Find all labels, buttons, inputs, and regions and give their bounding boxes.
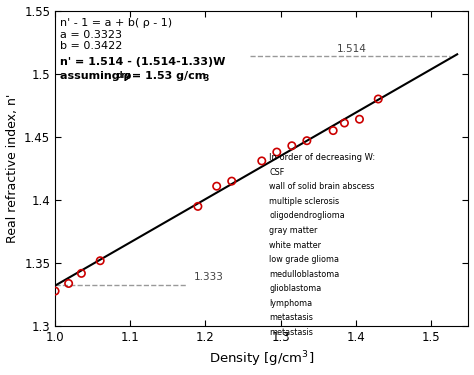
Text: metastasis: metastasis: [269, 328, 313, 337]
Text: 3: 3: [203, 74, 209, 83]
Point: [356, 116, 363, 122]
Point: [96, 258, 104, 264]
Text: lymphoma: lymphoma: [269, 298, 312, 307]
Point: [51, 288, 59, 294]
Point: [78, 270, 85, 276]
Text: medulloblastoma: medulloblastoma: [269, 270, 339, 279]
Point: [341, 120, 348, 126]
Text: a = 0.3323: a = 0.3323: [60, 30, 122, 39]
Point: [273, 149, 281, 155]
Text: 1.333: 1.333: [194, 272, 224, 282]
X-axis label: Density [g/cm$^3$]: Density [g/cm$^3$]: [209, 350, 314, 369]
Text: low grade glioma: low grade glioma: [269, 255, 339, 264]
Point: [374, 96, 382, 102]
Text: glioblastoma: glioblastoma: [269, 284, 321, 293]
Point: [228, 178, 236, 184]
Text: 1.514: 1.514: [337, 44, 367, 54]
Text: b = 0.3422: b = 0.3422: [60, 41, 122, 51]
Y-axis label: Real refractive index, n': Real refractive index, n': [6, 94, 18, 243]
Text: n' = 1.514 - (1.514-1.33)W: n' = 1.514 - (1.514-1.33)W: [60, 57, 225, 67]
Point: [288, 143, 296, 149]
Text: assuming ρ: assuming ρ: [60, 71, 131, 81]
Point: [303, 138, 310, 144]
Text: In order of decreasing W:: In order of decreasing W:: [269, 153, 375, 162]
Point: [213, 183, 220, 189]
Text: multiple sclerosis: multiple sclerosis: [269, 197, 339, 206]
Text: gray matter: gray matter: [269, 226, 318, 235]
Text: white matter: white matter: [269, 240, 321, 249]
Text: = 1.53 g/cm: = 1.53 g/cm: [128, 71, 206, 81]
Text: wall of solid brain abscess: wall of solid brain abscess: [269, 182, 374, 191]
Point: [65, 280, 73, 286]
Text: CSF: CSF: [269, 168, 284, 177]
Text: n' - 1 = a + b( ρ - 1): n' - 1 = a + b( ρ - 1): [60, 18, 172, 28]
Text: dry: dry: [117, 71, 131, 80]
Text: oligodendroglioma: oligodendroglioma: [269, 211, 345, 220]
Point: [329, 128, 337, 134]
Text: metastasis: metastasis: [269, 313, 313, 322]
Point: [258, 158, 265, 164]
Point: [194, 203, 201, 209]
